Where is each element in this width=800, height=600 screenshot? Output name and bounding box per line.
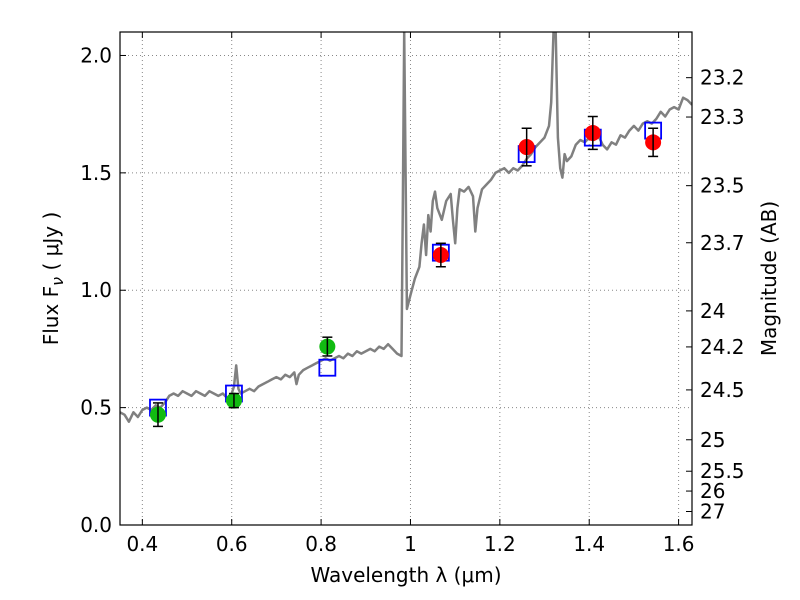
mag-tick-label: 24.5 [700,378,745,402]
mag-tick-label: 24 [700,299,725,323]
y-axis-label: Flux Fν ( μJy ) [39,212,67,346]
x-tick-label: 0.4 [126,532,158,556]
mag-tick-label: 23.2 [700,66,745,90]
axis-ticks: 0.4 0.6 0.8 1 1.2 1.4 1.6 0.0 0.5 1.0 1.5 2.0 23.2 23… [80,32,745,556]
x-tick-label: 0.6 [216,532,248,556]
y-axis-label-unit: ( μJy ) [39,212,63,277]
x-tick-label: 0.8 [305,532,337,556]
mag-tick-label: 24.2 [700,335,745,359]
y-axis-label-main: Flux F [39,286,63,345]
model-photometry-series [149,121,663,417]
y-tick-label: 0.0 [80,513,112,537]
model-point [318,358,337,377]
spectrum-line [120,32,692,423]
y-axis-label-subscript: ν [48,277,67,286]
mag-tick-label: 23.5 [700,174,745,198]
mag-tick-label: 23.7 [700,231,745,255]
plot-frame [119,31,693,526]
y-tick-label: 1.5 [80,161,112,185]
observed-photometry-series [149,115,662,428]
y-tick-label: 2.0 [80,43,112,67]
y-tick-label: 0.5 [80,396,112,420]
mag-tick-label: 27 [700,499,725,523]
x-tick-label: 1.6 [663,532,695,556]
mag-tick-label: 25.5 [700,459,745,483]
spectrum-series [120,32,692,423]
mag-tick-label: 25 [700,428,725,452]
x-tick-label: 1.4 [573,532,605,556]
mag-tick-label: 23.3 [700,105,745,129]
x-axis-label: Wavelength λ (μm) [310,563,501,587]
x-tick-label: 1.2 [484,532,516,556]
mag-tick-label: 26 [700,479,725,503]
x-tick-label: 1 [404,532,417,556]
magnitude-axis-label: Magnitude (AB) [757,201,781,356]
y-tick-label: 1.0 [80,278,112,302]
